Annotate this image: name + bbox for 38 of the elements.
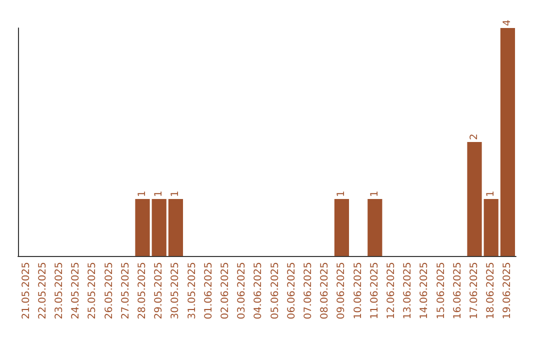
x-tick-label: 10.06.2025 [352,262,364,320]
x-tick-label: 26.05.2025 [104,262,115,320]
x-tick-label: 07.06.2025 [303,262,314,320]
x-tick-label: 13.06.2025 [402,262,414,320]
data-label: 1 [486,190,497,197]
data-label: 4 [502,20,514,26]
x-tick-label: 11.06.2025 [369,262,380,320]
x-tick-label: 24.05.2025 [70,262,82,320]
x-tick-label: 15.06.2025 [436,262,447,320]
x-tick-label: 08.06.2025 [320,262,331,320]
x-tick-label: 29.05.2025 [154,262,165,320]
x-tick-label: 30.05.2025 [170,262,182,320]
x-tick-label: 09.06.2025 [336,262,348,320]
x-tick-label: 17.06.2025 [469,262,480,320]
data-label: 1 [170,190,182,197]
x-tick-label: 25.05.2025 [87,262,98,320]
x-tick-label: 01.06.2025 [203,262,214,320]
x-tick-label: 05.06.2025 [270,262,281,320]
x-tick-label: 12.06.2025 [386,262,397,320]
data-label: 1 [137,190,148,197]
x-tick-label: 28.05.2025 [137,262,148,320]
x-tick-label: 21.05.2025 [20,262,32,320]
data-label: 1 [154,190,165,197]
x-tick-label: 18.06.2025 [486,262,497,320]
x-tick-label: 03.06.2025 [236,262,248,320]
x-tick-label: 06.06.2025 [286,262,298,320]
x-tick-label: 02.06.2025 [220,262,231,320]
data-label: 1 [336,190,348,197]
x-tick-label: 23.05.2025 [54,262,65,320]
x-tick-label: 16.06.2025 [452,262,464,320]
data-label: 1 [369,190,380,197]
x-tick-label: 04.06.2025 [253,262,264,320]
x-tick-label: 22.05.2025 [37,262,48,320]
data-label: 2 [469,134,480,140]
x-tick-label: 27.05.2025 [120,262,132,320]
x-tick-label: 14.06.2025 [419,262,430,320]
x-tick-label: 19.06.2025 [502,262,514,320]
x-tick-label: 31.05.2025 [186,262,198,320]
